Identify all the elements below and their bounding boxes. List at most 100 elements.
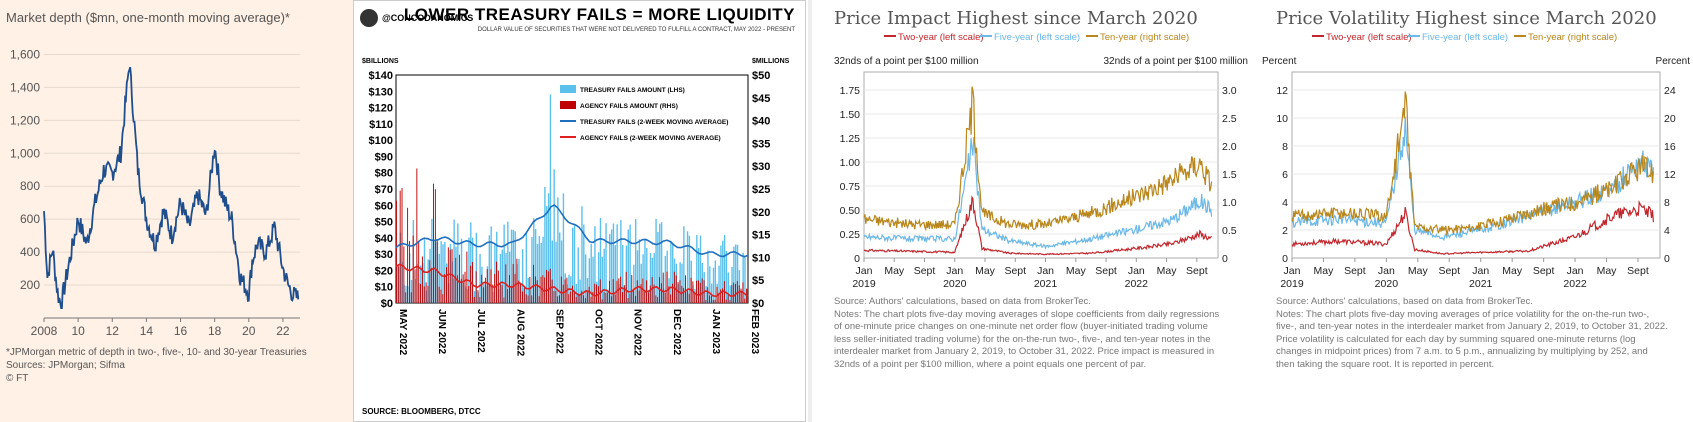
treasury-bar (521, 249, 524, 303)
treasury-bar (599, 218, 602, 303)
agency-bar (538, 296, 540, 303)
x-tick-label: Jan (1128, 265, 1145, 277)
left-tick-label: 0.50 (840, 205, 861, 217)
p2-subtitle: DOLLAR VALUE OF SECURITIES THAT WERE NOT… (477, 27, 795, 33)
treasury-bar (410, 280, 413, 303)
agency-bar (483, 287, 484, 303)
right-tick-label: $20 (752, 207, 770, 219)
treasury-bar (733, 246, 735, 303)
agency-bar (573, 291, 575, 303)
treasury-bar (460, 238, 463, 303)
treasury-bar (468, 237, 470, 303)
p3-title: Price Impact Highest since March 2020 (834, 8, 1198, 29)
agency-bar (484, 277, 486, 303)
left-tick-label: $40 (375, 233, 393, 245)
treasury-bar (731, 267, 733, 303)
agency-bar (623, 285, 625, 303)
treasury-bar (560, 240, 563, 303)
treasury-bar (494, 244, 496, 303)
x-tick-label: 12 (106, 324, 120, 338)
agency-bar (399, 190, 401, 303)
agency-bar (418, 242, 420, 303)
agency-bar (521, 291, 523, 303)
x-tick-label: MAY 2022 (397, 309, 408, 356)
agency-bar (607, 292, 609, 303)
agency-bar (455, 257, 457, 303)
agency-bar (479, 297, 481, 303)
treasury-bar (725, 251, 728, 303)
p2-chart: $BILLIONS $MILLIONS $0 $10 $20 $30 $40 $50 $60 $7… (362, 58, 790, 357)
x-tick-label: May (1502, 265, 1523, 277)
right-tick-label: 1.0 (1222, 197, 1237, 209)
treasury-bar (438, 253, 440, 303)
x-tick-label: 20 (242, 324, 256, 338)
treasury-bar (533, 218, 535, 303)
treasury-bar (423, 239, 426, 303)
right-tick-label: 8 (1664, 197, 1670, 209)
x-tick-label: JAN 2023 (710, 309, 721, 354)
agency-bar (551, 279, 553, 303)
price-volatility-panel: Price Volatility Highest since March 202… (1262, 0, 1693, 422)
agency-bar (733, 282, 735, 303)
treasury-bar (610, 229, 613, 303)
x-tick-label: Sept (1438, 265, 1460, 277)
agency-bar (514, 273, 516, 303)
x-tick-label: 18 (208, 324, 222, 338)
agency-bar (560, 276, 562, 303)
agency-bar (592, 291, 594, 303)
left-tick-label: $80 (375, 168, 393, 180)
treasury-bar (688, 235, 691, 303)
legend-label: TREASURY FAILS (2-WEEK MOVING AVERAGE) (580, 119, 728, 126)
agency-bar (681, 285, 683, 303)
agency-bar (446, 267, 447, 303)
agency-bar (738, 285, 740, 303)
agency-bar (627, 298, 629, 303)
agency-bar (694, 293, 696, 303)
agency-bar (403, 246, 405, 303)
right-tick-label: $25 (752, 184, 770, 196)
agency-bar (499, 283, 501, 303)
x-tick-label: Jan (1567, 265, 1584, 277)
x-tick-label: May (884, 265, 905, 277)
x-year-label: 2019 (1280, 278, 1304, 290)
note-line: Source: Authors' calculations, based on … (1276, 296, 1533, 307)
treasury-bar (620, 220, 622, 303)
ten-year-right-scale-line (1291, 91, 1654, 236)
x-year-label: 2020 (943, 278, 967, 290)
agency-bar (699, 282, 701, 303)
agency-bar (644, 291, 646, 303)
legend-swatch (560, 85, 576, 93)
agency-bar (529, 276, 531, 303)
agency-bar (523, 287, 525, 303)
treasury-bar (657, 232, 659, 303)
agency-bar (460, 278, 462, 303)
x-year-label: 2021 (1469, 278, 1493, 290)
note-line: Notes: The chart plots five-day moving a… (1276, 308, 1650, 320)
right-tick-label: 20 (1664, 113, 1676, 125)
treasury-bar (697, 248, 700, 303)
note-line: 32nds of a point per $100 million, where… (834, 358, 1147, 370)
treasury-bar (664, 255, 667, 303)
agency-bar (534, 276, 536, 303)
agency-bar (451, 249, 453, 303)
treasury-bar (514, 231, 516, 303)
agency-bar (433, 183, 434, 303)
agency-bar (740, 288, 742, 303)
agency-bar (581, 290, 583, 303)
y-tick-label: 1,400 (10, 80, 40, 94)
agency-bar (590, 296, 592, 303)
x-tick-label: Jan (1284, 265, 1301, 277)
agency-bar (577, 293, 579, 303)
treasury-bar (510, 229, 513, 303)
treasury-bar (547, 193, 550, 303)
x-tick-label: May (1157, 265, 1178, 277)
treasury-bar (431, 218, 433, 303)
agency-bar (725, 299, 727, 303)
treasury-bar (549, 94, 552, 303)
agency-bar (457, 275, 459, 303)
agency-bar (503, 297, 505, 303)
agency-bar (625, 271, 627, 303)
left-tick-label: $20 (375, 265, 393, 277)
agency-bar (709, 295, 711, 303)
agency-bar (510, 285, 512, 303)
